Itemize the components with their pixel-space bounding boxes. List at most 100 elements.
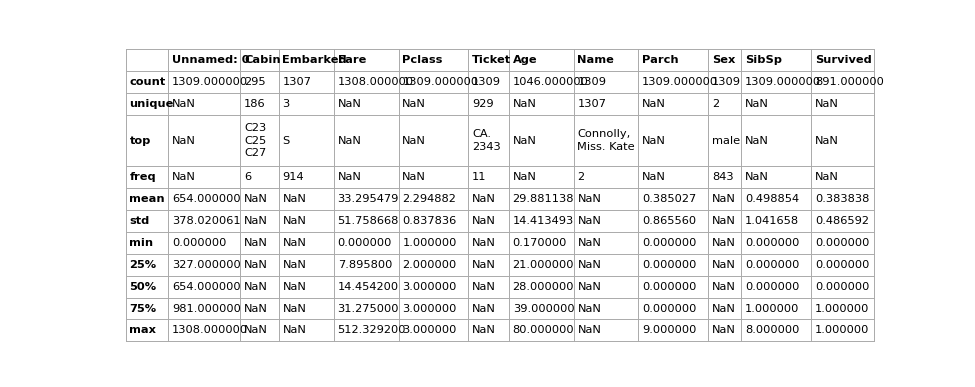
- Text: NaN: NaN: [403, 172, 426, 182]
- Text: 327.000000: 327.000000: [173, 260, 241, 270]
- Text: 7.895800: 7.895800: [337, 260, 392, 270]
- Text: 1.000000: 1.000000: [815, 303, 870, 313]
- Text: NaN: NaN: [712, 282, 736, 291]
- Text: 1309.000000: 1309.000000: [643, 77, 719, 87]
- Text: NaN: NaN: [643, 172, 666, 182]
- Text: NaN: NaN: [577, 216, 602, 226]
- Text: 0.000000: 0.000000: [745, 238, 799, 248]
- Text: NaN: NaN: [577, 194, 602, 204]
- Text: NaN: NaN: [712, 325, 736, 336]
- Text: NaN: NaN: [745, 172, 769, 182]
- Text: 8.000000: 8.000000: [745, 325, 799, 336]
- Text: 1309: 1309: [472, 77, 501, 87]
- Text: 25%: 25%: [130, 260, 157, 270]
- Text: NaN: NaN: [513, 135, 536, 146]
- Text: 51.758668: 51.758668: [337, 216, 399, 226]
- Text: NaN: NaN: [173, 172, 196, 182]
- Text: NaN: NaN: [745, 135, 769, 146]
- Text: NaN: NaN: [244, 303, 268, 313]
- Text: 0.000000: 0.000000: [337, 238, 392, 248]
- Text: NaN: NaN: [643, 99, 666, 109]
- Text: 0.383838: 0.383838: [815, 194, 870, 204]
- Text: 0.498854: 0.498854: [745, 194, 799, 204]
- Text: NaN: NaN: [403, 135, 426, 146]
- Text: 50%: 50%: [130, 282, 157, 291]
- Text: 14.413493: 14.413493: [513, 216, 574, 226]
- Text: Unnamed: 0: Unnamed: 0: [173, 55, 250, 65]
- Text: NaN: NaN: [337, 99, 362, 109]
- Text: 0.000000: 0.000000: [745, 260, 799, 270]
- Text: 0.000000: 0.000000: [643, 303, 696, 313]
- Text: 1307: 1307: [283, 77, 311, 87]
- Text: 2.000000: 2.000000: [403, 260, 456, 270]
- Text: NaN: NaN: [472, 282, 496, 291]
- Text: NaN: NaN: [577, 282, 602, 291]
- Text: NaN: NaN: [173, 99, 196, 109]
- Text: 0.486592: 0.486592: [815, 216, 869, 226]
- Text: Survived: Survived: [815, 55, 872, 65]
- Text: 39.000000: 39.000000: [513, 303, 574, 313]
- Text: 21.000000: 21.000000: [513, 260, 574, 270]
- Text: 1.000000: 1.000000: [403, 238, 456, 248]
- Text: NaN: NaN: [513, 99, 536, 109]
- Text: Parch: Parch: [643, 55, 679, 65]
- Text: std: std: [130, 216, 150, 226]
- Text: C23
C25
C27: C23 C25 C27: [244, 123, 266, 158]
- Text: 1309.000000: 1309.000000: [173, 77, 249, 87]
- Text: 378.020061: 378.020061: [173, 216, 241, 226]
- Text: 1309: 1309: [577, 77, 606, 87]
- Text: 512.329200: 512.329200: [337, 325, 407, 336]
- Text: 843: 843: [712, 172, 733, 182]
- Text: NaN: NaN: [577, 238, 602, 248]
- Text: 0.837836: 0.837836: [403, 216, 456, 226]
- Text: NaN: NaN: [577, 303, 602, 313]
- Text: 14.454200: 14.454200: [337, 282, 399, 291]
- Text: Fare: Fare: [337, 55, 366, 65]
- Text: NaN: NaN: [577, 260, 602, 270]
- Text: NaN: NaN: [283, 282, 306, 291]
- Text: NaN: NaN: [577, 325, 602, 336]
- Text: NaN: NaN: [337, 172, 362, 182]
- Text: 0.000000: 0.000000: [173, 238, 226, 248]
- Text: 31.275000: 31.275000: [337, 303, 399, 313]
- Text: 1.000000: 1.000000: [815, 325, 870, 336]
- Text: NaN: NaN: [815, 135, 838, 146]
- Text: 914: 914: [283, 172, 304, 182]
- Text: NaN: NaN: [244, 238, 268, 248]
- Text: 11: 11: [472, 172, 487, 182]
- Text: NaN: NaN: [244, 194, 268, 204]
- Text: Connolly,
Miss. Kate: Connolly, Miss. Kate: [577, 129, 635, 152]
- Text: 3.000000: 3.000000: [403, 282, 456, 291]
- Text: NaN: NaN: [643, 135, 666, 146]
- Text: NaN: NaN: [472, 238, 496, 248]
- Text: 33.295479: 33.295479: [337, 194, 399, 204]
- Text: 891.000000: 891.000000: [815, 77, 884, 87]
- Text: NaN: NaN: [712, 194, 736, 204]
- Text: 1309.000000: 1309.000000: [745, 77, 821, 87]
- Text: Embarked: Embarked: [283, 55, 347, 65]
- Text: NaN: NaN: [815, 172, 838, 182]
- Text: 9.000000: 9.000000: [643, 325, 696, 336]
- Text: NaN: NaN: [745, 99, 769, 109]
- Text: 2: 2: [577, 172, 585, 182]
- Text: 0.000000: 0.000000: [815, 238, 870, 248]
- Text: 0.000000: 0.000000: [643, 260, 696, 270]
- Text: 0.385027: 0.385027: [643, 194, 696, 204]
- Text: 1.041658: 1.041658: [745, 216, 799, 226]
- Text: male: male: [712, 135, 740, 146]
- Text: CA.
2343: CA. 2343: [472, 129, 501, 152]
- Text: 0.000000: 0.000000: [643, 238, 696, 248]
- Text: NaN: NaN: [712, 303, 736, 313]
- Text: mean: mean: [130, 194, 165, 204]
- Text: unique: unique: [130, 99, 174, 109]
- Text: NaN: NaN: [244, 216, 268, 226]
- Text: Cabin: Cabin: [244, 55, 281, 65]
- Text: Pclass: Pclass: [403, 55, 443, 65]
- Text: NaN: NaN: [283, 303, 306, 313]
- Text: 2.294882: 2.294882: [403, 194, 456, 204]
- Text: NaN: NaN: [283, 216, 306, 226]
- Text: Sex: Sex: [712, 55, 735, 65]
- Text: 186: 186: [244, 99, 266, 109]
- Text: NaN: NaN: [712, 260, 736, 270]
- Text: 1308.000000: 1308.000000: [173, 325, 249, 336]
